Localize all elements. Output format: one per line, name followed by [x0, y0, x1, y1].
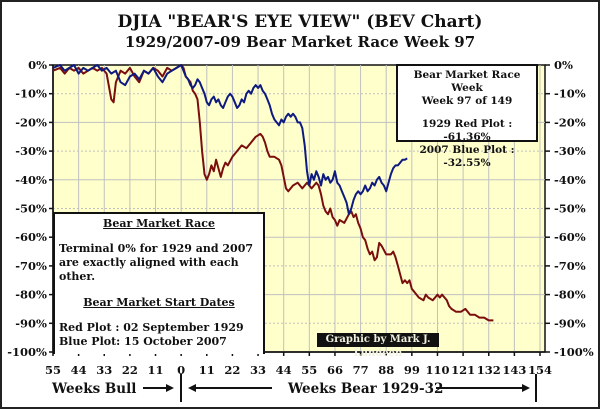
y-tick-label-left: -70%: [15, 259, 47, 273]
x-label-bear: Weeks Bear 1929-32: [287, 381, 443, 397]
y-tick-label-left: -20%: [15, 115, 47, 129]
y-tick-label-left: -30%: [15, 144, 47, 158]
y-tick-label-right: 0%: [554, 58, 573, 72]
y-tick-label-right: -50%: [554, 202, 586, 216]
race-box: Bear Market Race Terminal 0% for 1929 an…: [53, 212, 265, 354]
x-axis: 55 44 33 22 11 0 11 22 33 44 55 66 77 88 99 110 121 132 14…: [45, 351, 552, 377]
y-tick-label-right: -40%: [554, 173, 586, 187]
x-tick-label: 110: [425, 363, 449, 377]
x-tick-label: 99: [404, 363, 420, 377]
y-tick-label-right: -70%: [554, 259, 586, 273]
y-tick-label-left: -100%: [7, 345, 47, 359]
x-tick-label: 11: [148, 363, 164, 377]
x-tick-label: 0: [177, 363, 185, 377]
y-tick-label-right: -100%: [554, 345, 594, 359]
y-tick-label-right: -90%: [554, 316, 586, 330]
info-line-1: Bear Market Race Week: [413, 69, 521, 94]
x-tick-label: 88: [378, 363, 394, 377]
y-tick-label-right: -10%: [554, 87, 586, 101]
x-tick-label: 44: [71, 363, 87, 377]
x-tick-label: 55: [301, 363, 317, 377]
x-tick-label: 55: [45, 363, 61, 377]
x-tick-label: 77: [353, 363, 369, 377]
x-tick-label: 33: [250, 363, 266, 377]
info-blue-value: 2007 Blue Plot : -32.55%: [419, 144, 515, 169]
arrow-bear-right: [436, 384, 530, 392]
info-line-2: Week 97 of 149: [421, 95, 513, 107]
x-tick-label: 66: [327, 363, 343, 377]
x-tick-label: 132: [477, 363, 501, 377]
chart-subtitle: 1929/2007-09 Bear Market Race Week 97: [124, 33, 476, 51]
y-tick-label-right: -20%: [554, 115, 586, 129]
y-axis-left: 0% -10% -20% -30% -40% -50% -60% -70% -80% -90% -1…: [7, 58, 54, 359]
start-dates-heading: Bear Market Start Dates: [83, 296, 235, 309]
race-text: Terminal 0% for 1929 and 2007 are exactl…: [59, 242, 254, 283]
y-tick-label-left: 0%: [28, 58, 47, 72]
credit-label: Graphic by Mark J. Lundeen: [317, 333, 439, 359]
blue-start-date: Blue Plot: 15 October 2007: [59, 335, 227, 348]
series-lines: [52, 64, 494, 322]
y-tick-label-left: -40%: [15, 173, 47, 187]
x-tick-label: 22: [122, 363, 138, 377]
x-tick-label: 154: [528, 363, 552, 377]
x-tick-label: 143: [502, 363, 526, 377]
y-tick-label-left: -50%: [15, 202, 47, 216]
info-box: Bear Market Race Week Week 97 of 149 192…: [396, 64, 538, 169]
race-heading: Bear Market Race: [103, 217, 215, 230]
y-tick-label-left: -60%: [15, 230, 47, 244]
x-tick-label: 11: [199, 363, 215, 377]
info-red-value: 1929 Red Plot : -61.36%: [421, 118, 513, 143]
x-axis-labels: Weeks Bull Weeks Bear 1929-32: [51, 374, 537, 402]
y-tick-label-left: -80%: [15, 288, 47, 302]
series-line-2007-blue: [52, 64, 408, 216]
red-start-date: Red Plot : 02 September 1929: [59, 321, 244, 334]
y-tick-label-left: -10%: [15, 87, 47, 101]
x-tick-label: 44: [276, 363, 292, 377]
arrow-bear-left: [188, 384, 272, 392]
chart-title: DJIA "BEAR'S EYE VIEW" (BEV Chart): [117, 12, 483, 32]
y-tick-label-right: -60%: [554, 230, 586, 244]
x-tick-label: 33: [96, 363, 112, 377]
arrow-bull: [143, 384, 174, 392]
y-tick-label-right: -30%: [554, 144, 586, 158]
y-tick-label-left: -90%: [15, 316, 47, 330]
y-axis-right: 0% -10% -20% -30% -40% -50% -60% -70% -80% -90% -1…: [545, 58, 594, 359]
x-tick-label: 22: [224, 363, 240, 377]
y-tick-label-right: -80%: [554, 288, 586, 302]
x-tick-label: 121: [451, 363, 475, 377]
x-label-bull: Weeks Bull: [51, 381, 136, 397]
